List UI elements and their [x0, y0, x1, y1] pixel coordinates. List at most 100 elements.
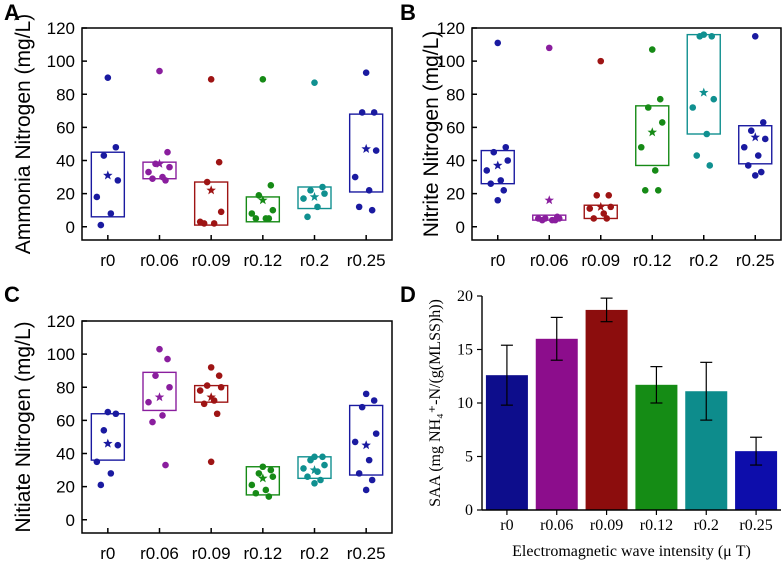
mean-star: [544, 195, 554, 205]
data-point: [490, 148, 498, 156]
panel-label: A: [4, 0, 20, 25]
y-tick-label: 20: [56, 185, 75, 204]
data-point: [637, 143, 645, 151]
data-point: [162, 461, 169, 469]
data-point: [97, 481, 105, 489]
data-point: [164, 148, 171, 156]
mean-star: [309, 191, 320, 201]
mean-star: [647, 127, 657, 137]
mean-star: [493, 160, 503, 170]
data-point: [166, 383, 173, 391]
data-point: [255, 470, 263, 477]
x-tick-label: r0.12: [633, 251, 672, 270]
data-point: [365, 187, 373, 194]
data-point: [593, 191, 601, 199]
data-point: [483, 167, 491, 174]
data-point: [300, 195, 307, 202]
iqr-box: [193, 384, 229, 403]
data-point: [97, 221, 105, 229]
x-tick-label: r0.12: [243, 251, 282, 270]
x-tick-label: r0.09: [192, 544, 231, 563]
data-point: [149, 418, 156, 426]
data-point: [648, 46, 656, 53]
data-point: [307, 187, 314, 194]
data-point: [93, 458, 101, 466]
y-tick-label: 120: [47, 19, 75, 38]
iqr-box: [348, 113, 384, 193]
panel-label: D: [400, 282, 416, 307]
y-axis-title: Nitiate Nitrogen (mg/L): [12, 321, 35, 532]
x-tick-label: r0.25: [736, 251, 775, 270]
iqr-box: [142, 371, 177, 412]
data-point: [365, 456, 373, 464]
data-point: [372, 147, 380, 154]
y-axis-title: Nitrite Nitrogen (mg/L): [420, 31, 443, 238]
mean-star: [258, 195, 268, 205]
data-point: [196, 387, 204, 394]
data-point: [311, 79, 318, 86]
bar: [635, 384, 678, 510]
data-point: [545, 44, 553, 52]
y-tick-label: 40: [446, 152, 465, 171]
y-tick-label: 20: [457, 288, 473, 305]
data-point: [759, 119, 767, 126]
y-tick-label: 0: [66, 511, 75, 530]
x-tick-label: r0.09: [590, 517, 623, 534]
y-tick-label: 60: [446, 118, 465, 137]
data-point: [370, 109, 378, 116]
data-point: [355, 203, 363, 211]
data-point: [307, 456, 314, 464]
data-point: [265, 215, 273, 222]
x-tick-label: r0: [100, 544, 115, 563]
data-point: [487, 180, 495, 187]
data-point: [152, 372, 159, 379]
x-tick-label: r0.12: [243, 544, 282, 563]
data-point: [597, 57, 605, 65]
data-point: [497, 177, 505, 184]
bar: [585, 309, 628, 510]
data-point: [372, 430, 380, 437]
mean-star: [154, 158, 165, 168]
data-point: [358, 403, 366, 411]
data-point: [641, 187, 649, 194]
data-point: [494, 39, 502, 47]
panel-label: C: [4, 282, 20, 307]
mean-star: [154, 392, 165, 402]
data-point: [319, 453, 326, 461]
data-point: [314, 203, 321, 211]
y-tick-label: 100: [47, 345, 75, 364]
data-point: [100, 152, 108, 159]
data-point: [311, 480, 318, 487]
y-tick-label: 60: [56, 411, 75, 430]
x-tick-label: r0.06: [140, 251, 179, 270]
data-point: [689, 104, 697, 111]
data-point: [248, 481, 256, 489]
data-point: [93, 193, 101, 201]
y-tick-label: 5: [465, 449, 473, 466]
plot-frame: [471, 27, 782, 241]
data-point: [603, 215, 611, 222]
data-point: [605, 191, 613, 199]
data-point: [319, 183, 326, 191]
y-tick-label: 15: [457, 342, 473, 359]
y-axis-title: Ammonia Nitrogen (mg/L): [12, 14, 35, 254]
data-point: [304, 473, 311, 480]
x-tick-label: r0.25: [739, 517, 772, 534]
mean-star: [206, 185, 216, 195]
iqr-box: [686, 33, 721, 135]
data-point: [162, 177, 169, 184]
data-point: [207, 458, 215, 466]
data-point: [149, 175, 156, 183]
data-point: [112, 410, 120, 418]
data-point: [651, 167, 659, 174]
data-point: [203, 382, 211, 389]
y-tick-label: 120: [437, 19, 465, 38]
data-point: [166, 163, 173, 171]
data-point: [708, 32, 716, 40]
data-point: [502, 143, 510, 151]
data-point: [156, 67, 163, 75]
data-point: [210, 220, 218, 227]
iqr-box: [90, 413, 126, 461]
